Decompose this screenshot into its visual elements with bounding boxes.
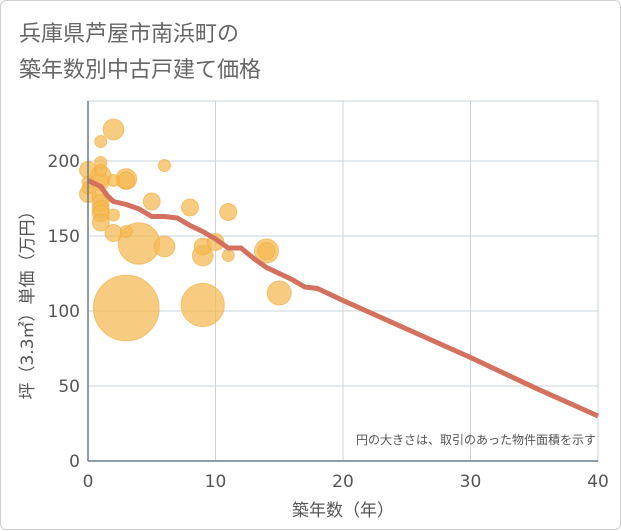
data-bubble	[104, 224, 123, 242]
data-bubble	[107, 208, 120, 222]
x-tick-label: 30	[460, 472, 482, 492]
bubble-layer	[79, 118, 292, 342]
data-bubble	[94, 163, 108, 177]
data-bubble	[158, 159, 171, 172]
data-bubble	[107, 174, 120, 187]
data-bubble	[181, 198, 199, 217]
data-bubble	[91, 213, 110, 232]
chart-title-line-2: 築年数別中古戸建て価格	[19, 58, 261, 83]
data-bubble	[221, 249, 235, 262]
data-bubble	[153, 235, 176, 258]
x-tick-label: 40	[587, 472, 609, 492]
y-tick-label: 100	[48, 302, 80, 322]
data-bubble	[219, 203, 238, 221]
grid-layer	[87, 100, 599, 462]
data-bubble	[142, 192, 161, 211]
y-tick-label: 50	[58, 377, 80, 397]
trend-line-layer	[86, 178, 600, 419]
axis-layer: 0 10 20 30 40 0 50 100 150 200	[48, 101, 609, 492]
x-tick-label: 0	[83, 472, 94, 492]
data-bubble	[266, 280, 292, 306]
y-tick-label: 200	[48, 152, 80, 172]
data-bubble	[180, 282, 225, 328]
x-tick-label: 20	[332, 472, 354, 492]
chart-title-line-1: 兵庫県芦屋市南浜町の	[19, 22, 239, 47]
data-bubble	[119, 225, 133, 238]
x-axis-title: 築年数（年）	[292, 501, 394, 521]
data-bubble	[92, 274, 160, 342]
x-tick-label: 10	[205, 472, 227, 492]
y-tick-label: 0	[69, 452, 80, 472]
trend-line	[86, 178, 600, 419]
data-bubble	[94, 135, 108, 148]
data-bubble	[102, 118, 125, 141]
data-bubble	[257, 242, 276, 260]
data-bubble	[117, 171, 136, 190]
y-axis-title: 坪（3.3㎡）単価（万円）	[18, 202, 38, 399]
y-tick-label: 150	[48, 227, 80, 247]
bubble-size-note: 円の大きさは、取引のあった物件面積を示す	[356, 432, 596, 447]
